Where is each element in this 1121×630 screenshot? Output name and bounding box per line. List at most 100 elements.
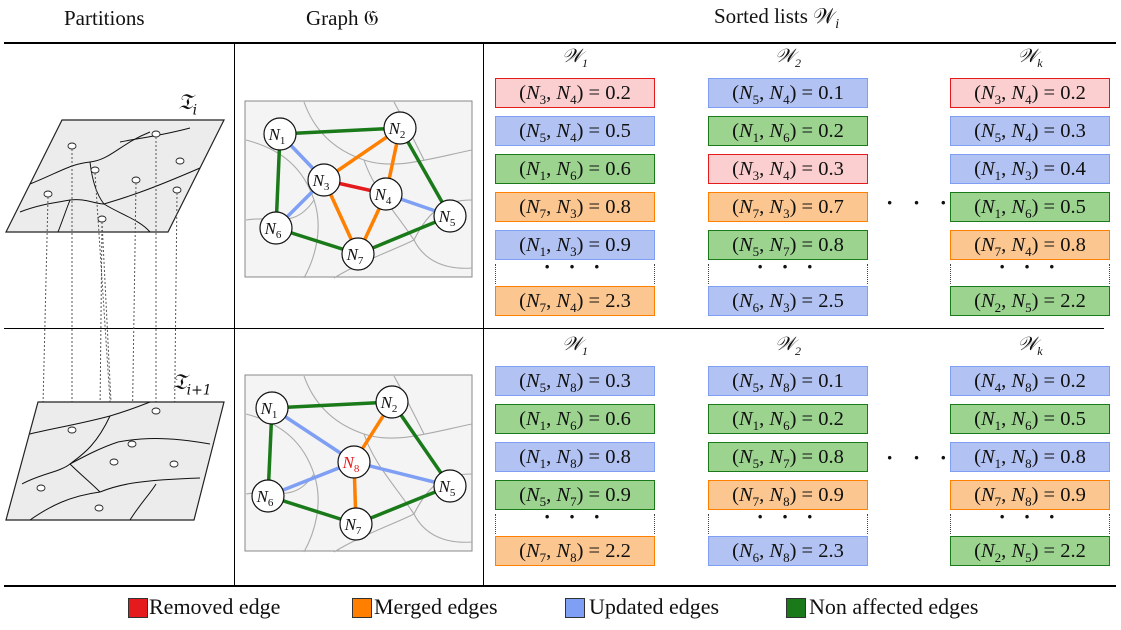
list-cell-w2-bottom: (N6, N8) = 2.3 — [708, 536, 868, 566]
list-cell-w2-bottom: (N1, N6) = 0.2 — [708, 404, 868, 434]
legend-label-removed: Removed edge — [149, 594, 281, 619]
node-n5 — [433, 469, 467, 503]
node-n5 — [433, 199, 467, 233]
list-ellipsis-w2-bottom: · · · — [708, 506, 868, 534]
node-n3 — [307, 163, 341, 197]
node-label-n1-prefix: N — [260, 399, 274, 418]
node-label-n4-prefix: N — [374, 185, 388, 204]
node-label-n6-sub: 6 — [276, 229, 282, 241]
sorted-lists-header-text: Sorted lists 𝒲 — [714, 4, 836, 28]
list-cell-w2-top: (N1, N6) = 0.2 — [708, 116, 868, 146]
list-title-w1-top-text: 𝒲 — [562, 46, 582, 67]
node-label-n2-prefix: N — [380, 393, 394, 412]
col-divider-1 — [234, 43, 235, 586]
node-label-n4-sub: 4 — [386, 195, 392, 207]
sorted-lists-header: Sorted lists 𝒲i — [714, 4, 839, 33]
edge-n7-n5 — [355, 484, 451, 526]
list-title-w1-top: 𝒲1 — [493, 46, 657, 71]
node-label-n2-prefix: N — [388, 119, 402, 138]
list-cell-wk-top: (N3, N4) = 0.2 — [950, 78, 1110, 108]
list-cell-w1-top: (N1, N6) = 0.6 — [495, 154, 655, 184]
legend-swatch-removed — [128, 598, 148, 618]
partition-label-top: 𝔗i — [178, 90, 197, 118]
node-label-n6: N6 — [256, 487, 274, 509]
node-label-n7-prefix: N — [346, 245, 360, 264]
list-title-w2-top: 𝒲2 — [706, 46, 870, 71]
node-label-n7-sub: 7 — [356, 525, 362, 537]
graph-top: N1 N2 N3 N4 N5 N6 N7 — [244, 100, 473, 279]
graph-bottom-nodes — [251, 385, 467, 541]
list-cell-w1-bottom: (N5, N8) = 0.3 — [495, 366, 655, 396]
node-label-n1: N1 — [260, 399, 278, 421]
edge-n1-n2 — [271, 400, 393, 410]
edge-n2-n5 — [390, 401, 452, 487]
bottom-rule — [4, 585, 1116, 587]
list-cell-w2-bottom: (N5, N7) = 0.8 — [708, 442, 868, 472]
node-label-n8: N8 — [342, 453, 360, 475]
list-cell-w1-top: (N5, N4) = 0.5 — [495, 116, 655, 146]
legend-swatch-merged — [352, 598, 372, 618]
node-label-n4: N4 — [374, 185, 392, 207]
list-title-w2-top-text: 𝒲 — [775, 46, 795, 67]
graph-header: Graph 𝔊 — [306, 6, 379, 30]
node-label-n1-sub: 1 — [280, 135, 286, 147]
graph-top-nodes — [259, 111, 467, 271]
list-ellipsis-w1-top: · · · — [495, 256, 655, 284]
list-cell-w2-top: (N5, N7) = 0.8 — [708, 230, 868, 260]
graph-top-node-labels: N1 N2 N3 N4 N5 N6 N7 — [264, 119, 456, 267]
list-cell-w2-top: (N3, N4) = 0.3 — [708, 154, 868, 184]
node-n1 — [263, 117, 297, 151]
col-divider-2 — [483, 43, 484, 586]
node-label-n2-sub: 2 — [392, 403, 398, 415]
list-title-wk-bottom-sub: k — [1037, 343, 1043, 358]
node-n2 — [375, 385, 409, 419]
list-cell-w2-bottom: (N5, N8) = 0.1 — [708, 366, 868, 396]
column-ellipsis-top: · · · — [886, 190, 955, 215]
legend-label-updated: Updated edges — [589, 594, 720, 619]
node-label-n7-sub: 7 — [358, 255, 364, 267]
list-ellipsis-wk-top: · · · — [950, 256, 1110, 284]
top-rule — [4, 42, 1116, 44]
list-title-w2-bottom-text: 𝒲 — [775, 334, 795, 355]
node-label-n1-sub: 1 — [272, 409, 278, 421]
node-label-n3-sub: 3 — [324, 181, 330, 193]
list-cell-w2-top: (N5, N4) = 0.1 — [708, 78, 868, 108]
partition-plane-top — [5, 119, 225, 233]
node-label-n6-prefix: N — [264, 219, 278, 238]
list-cell-w1-top: (N7, N4) = 2.3 — [495, 286, 655, 316]
node-label-n8-sub: 8 — [354, 463, 360, 475]
graph-bottom-node-labels: N1 N2 N8 N5 N6 N7 — [256, 393, 456, 537]
list-ellipsis-wk-bottom: · · · — [950, 506, 1110, 534]
legend-label-merged: Merged edges — [374, 594, 498, 619]
node-label-n6-prefix: N — [256, 487, 270, 506]
node-label-n1-prefix: N — [268, 125, 282, 144]
list-title-wk-top-text: 𝒲 — [1017, 46, 1038, 67]
partition-label-bottom-sub: i+1 — [186, 382, 212, 399]
node-n6 — [259, 211, 293, 245]
node-label-n6: N6 — [264, 219, 282, 241]
node-n8 — [337, 445, 371, 479]
list-cell-wk-bottom: (N2, N5) = 2.2 — [950, 536, 1110, 566]
node-label-n3-prefix: N — [312, 171, 326, 190]
list-cell-w2-bottom: (N7, N8) = 0.9 — [708, 480, 868, 510]
list-cell-w1-bottom: (N1, N6) = 0.6 — [495, 404, 655, 434]
legend-swatch-non-affected — [786, 598, 806, 618]
node-label-n7: N7 — [344, 515, 362, 537]
node-label-n2: N2 — [380, 393, 398, 415]
list-title-w2-bottom-sub: 2 — [794, 343, 801, 358]
list-cell-w2-top: (N6, N3) = 2.5 — [708, 286, 868, 316]
node-n7 — [339, 507, 373, 541]
node-label-n8-prefix: N — [342, 453, 356, 472]
node-label-n2-sub: 2 — [400, 129, 406, 141]
list-cell-wk-top: (N5, N4) = 0.3 — [950, 116, 1110, 146]
node-label-n3: N3 — [312, 171, 330, 193]
node-n4 — [369, 177, 403, 211]
partition-label-top-sub: i — [192, 102, 198, 119]
list-title-wk-top-sub: k — [1037, 55, 1043, 70]
list-cell-wk-top: (N1, N6) = 0.5 — [950, 192, 1110, 222]
node-n6 — [251, 479, 285, 513]
list-cell-wk-top: (N7, N4) = 0.8 — [950, 230, 1110, 260]
list-cell-wk-bottom: (N1, N8) = 0.8 — [950, 442, 1110, 472]
node-label-n5-sub: 5 — [450, 487, 456, 499]
node-label-n6-sub: 6 — [268, 497, 274, 509]
